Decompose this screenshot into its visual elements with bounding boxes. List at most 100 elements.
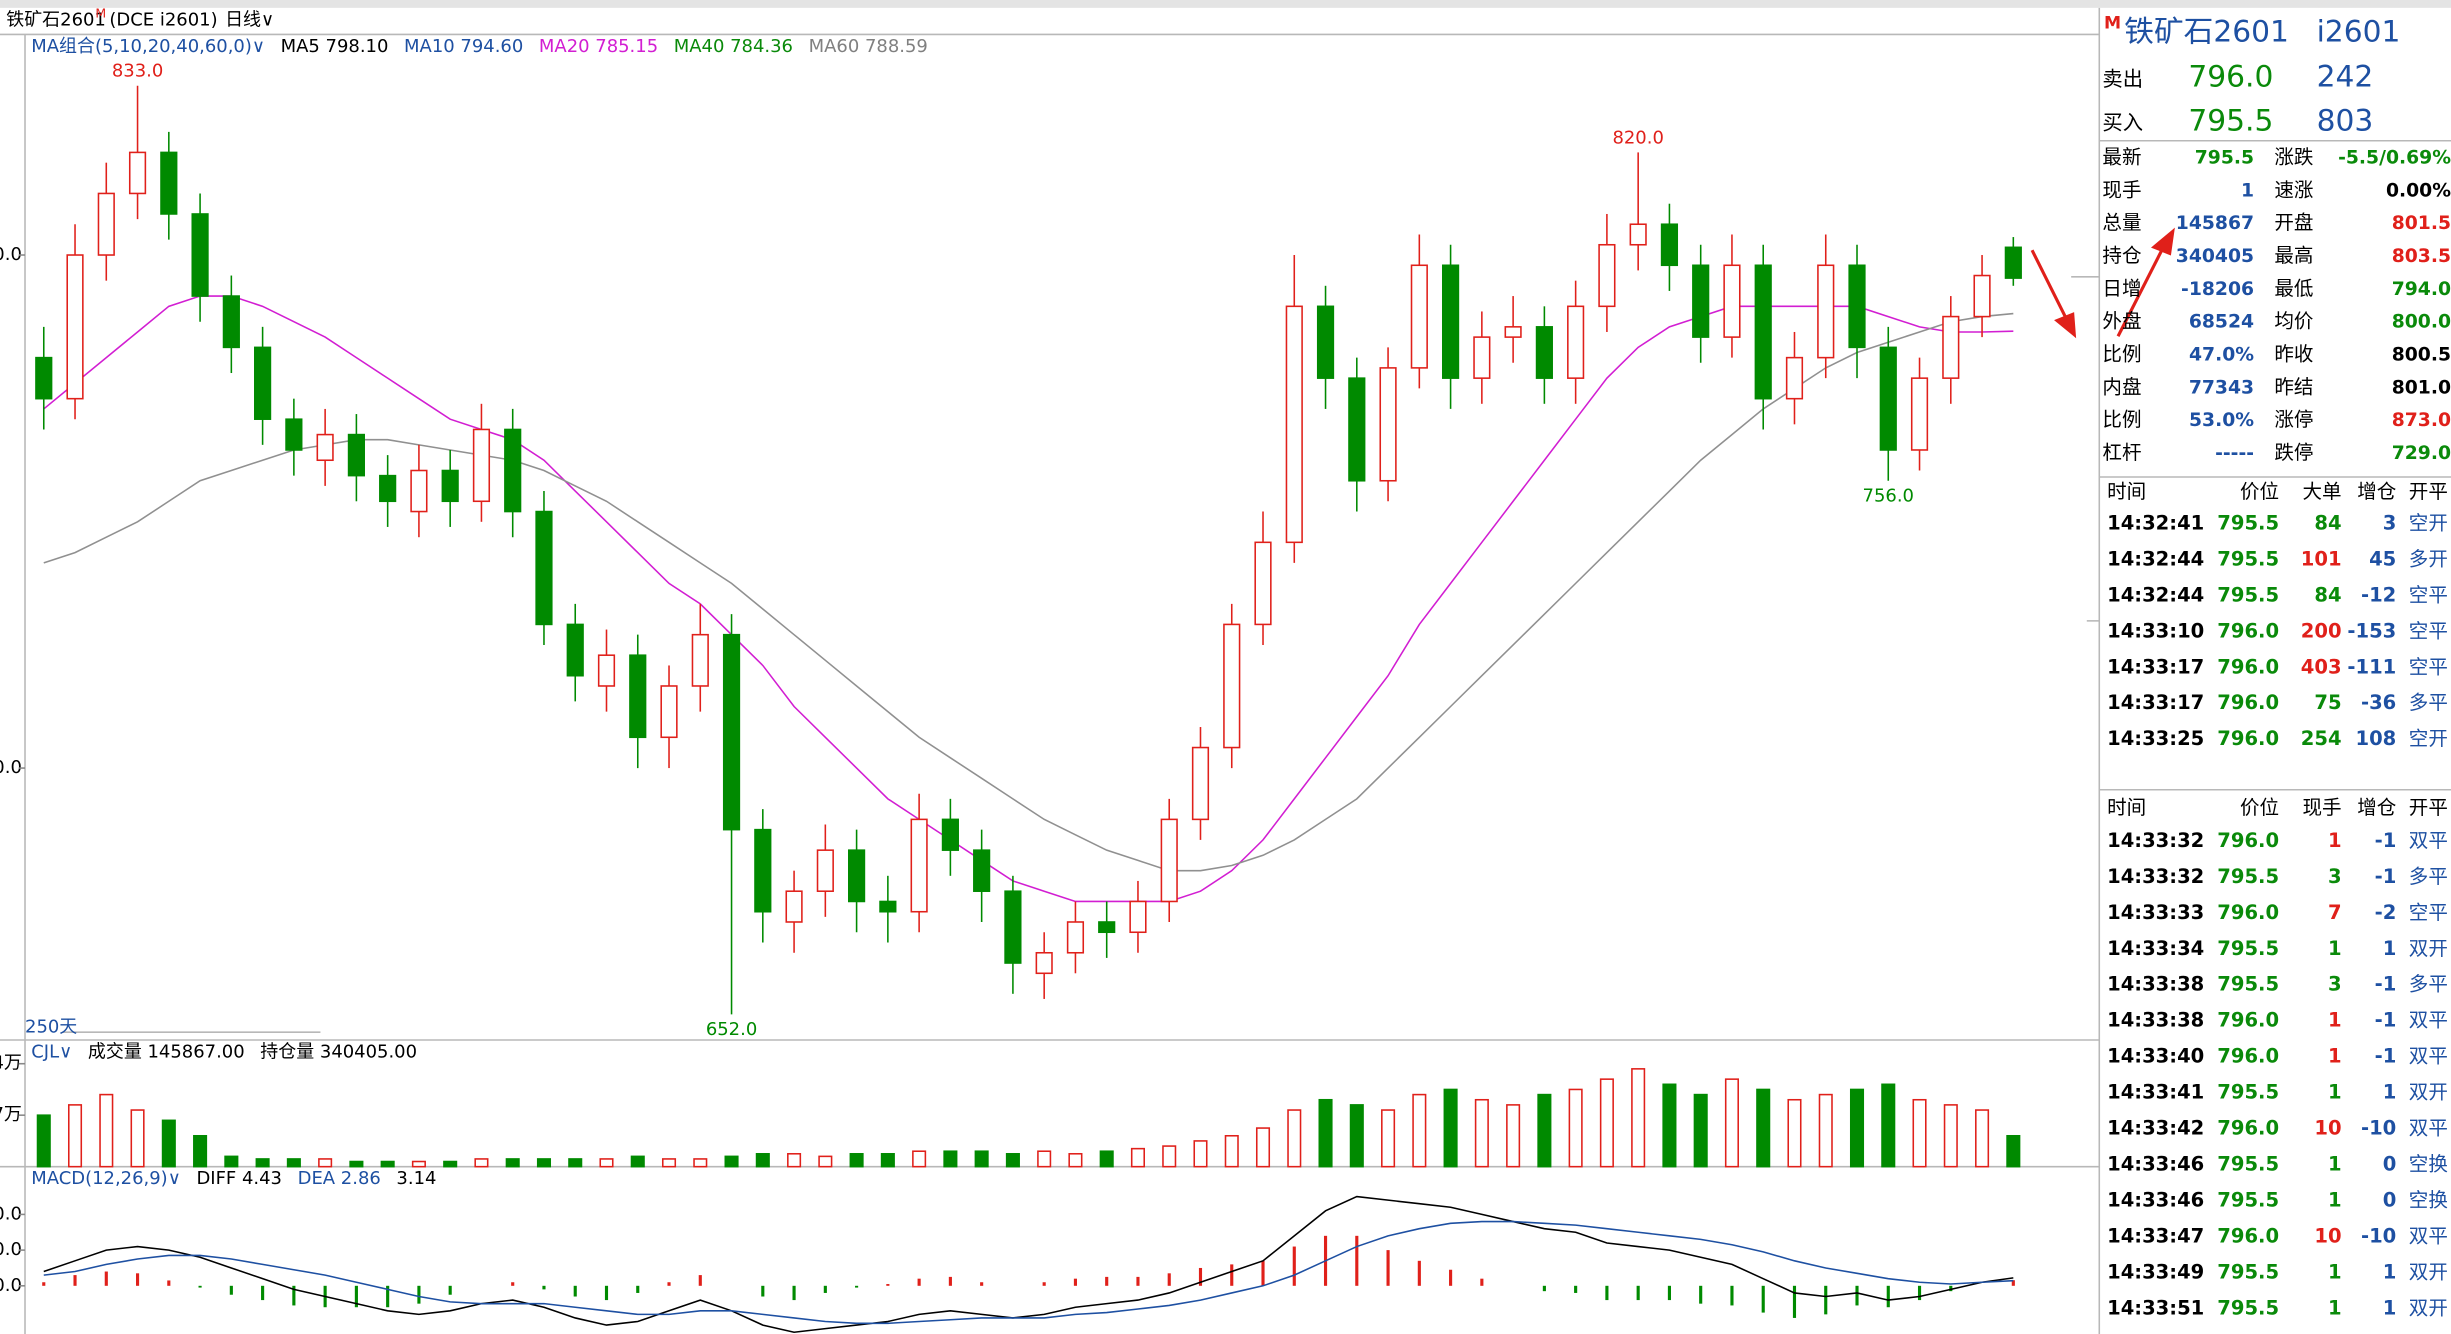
volume-bar: [755, 1153, 770, 1168]
table-cell: 7: [2328, 901, 2342, 924]
table-cell: 795.5: [2217, 1081, 2279, 1104]
table-header: 增仓: [2357, 796, 2396, 819]
table-cell: 14:33:47: [2107, 1225, 2204, 1248]
table-cell: 14:33:32: [2107, 829, 2204, 852]
table-cell: 75: [2314, 691, 2341, 714]
candle-body: [1379, 367, 1397, 482]
candle-body: [441, 469, 459, 503]
stat-value: 145867: [2176, 213, 2254, 234]
stat-label: 比例: [2102, 408, 2141, 431]
period[interactable]: 日线∨: [225, 9, 274, 30]
volume-bar: [36, 1114, 51, 1168]
table-cell: 795.5: [2217, 583, 2279, 606]
table-cell: 10: [2314, 1117, 2341, 1140]
volume-bar: [1474, 1098, 1489, 1168]
candle-body: [1598, 243, 1616, 308]
table-cell: 14:33:41: [2107, 1081, 2204, 1104]
candle-body: [1723, 264, 1741, 338]
table-cell: 84: [2314, 511, 2341, 534]
stat-value: -5.5/0.69%: [2338, 147, 2451, 168]
candle-body: [1160, 818, 1178, 903]
y-tick-label: 40.0: [0, 1203, 22, 1224]
table-cell: 1: [2328, 1009, 2342, 1032]
candle-body: [1567, 305, 1585, 379]
volume-bar: [1787, 1098, 1802, 1168]
volume-bar: [1443, 1088, 1458, 1168]
volume-bar: [943, 1150, 958, 1168]
table-cell: 多开: [2409, 547, 2448, 570]
volume-bar: [1849, 1088, 1865, 1168]
table-cell: 多平: [2409, 973, 2448, 996]
stat-label: 均价: [2274, 310, 2313, 333]
table-cell: 14:33:40: [2107, 1045, 2204, 1068]
table-cell: 10: [2314, 1225, 2341, 1248]
table-cell: -1: [2375, 1009, 2397, 1032]
candle-body: [910, 818, 928, 913]
candle-body: [597, 654, 616, 687]
table-cell: 796.0: [2217, 691, 2279, 714]
sell-label: 卖出: [2102, 67, 2143, 91]
stat-label: 涨停: [2274, 408, 2313, 431]
candle-body: [1754, 264, 1772, 400]
legend-item: DIFF 4.43: [196, 1168, 282, 1189]
candle-body: [410, 469, 428, 513]
table-cell: 3: [2328, 865, 2342, 888]
table-cell: 14:33:51: [2107, 1296, 2204, 1319]
volume-bar: [974, 1150, 989, 1168]
stat-value: 0.00%: [2386, 180, 2451, 201]
days: 250天: [25, 1016, 77, 1037]
table-cell: 空平: [2409, 901, 2448, 924]
candle-body: [191, 213, 209, 297]
table-cell: 795.5: [2217, 511, 2279, 534]
y-tick-label: 20.0: [0, 1239, 22, 1260]
table-cell: 403: [2301, 655, 2342, 678]
ma-line: [43, 295, 2014, 903]
table-cell: 1: [2328, 1045, 2342, 1068]
table-cell: 101: [2301, 547, 2342, 570]
table-cell: 双平: [2409, 1225, 2448, 1248]
table-cell: 双平: [2409, 829, 2448, 852]
stat-label: 最新: [2102, 145, 2141, 168]
table-cell: -111: [2347, 655, 2396, 678]
candle-body: [973, 849, 991, 892]
table-cell: -10: [2361, 1117, 2396, 1140]
sell-price: 796.0: [2188, 60, 2273, 95]
table-cell: 1: [2328, 1261, 2342, 1284]
candle-body: [1535, 326, 1553, 379]
table-cell: 795.5: [2217, 865, 2279, 888]
stat-value: 800.0: [2392, 312, 2451, 333]
stat-value: 800.5: [2392, 345, 2451, 366]
table-header: 开平: [2409, 796, 2448, 819]
volume-bar: [1818, 1093, 1833, 1168]
annotation-arrow: [2030, 227, 2175, 339]
table-cell: -1: [2375, 829, 2397, 852]
stat-value: 340405: [2176, 246, 2254, 267]
stat-value: 77343: [2189, 377, 2254, 398]
stat-value: 801.5: [2392, 213, 2451, 234]
table-cell: 14:33:17: [2107, 655, 2204, 678]
table-cell: -1: [2375, 865, 2397, 888]
candle-body: [1254, 541, 1272, 626]
stat-label: 最高: [2274, 244, 2313, 267]
volume-bar: [1881, 1083, 1896, 1168]
table-cell: 14:33:33: [2107, 901, 2204, 924]
candle-body: [660, 685, 678, 739]
volume-bar: [349, 1160, 364, 1168]
volume-bar: [255, 1158, 270, 1168]
candle-body: [316, 433, 334, 462]
extreme-label: 652.0: [706, 1019, 757, 1040]
exchange[interactable]: (DCE i2601): [109, 9, 217, 30]
stat-label: 速涨: [2274, 178, 2313, 201]
stat-value: 795.5: [2195, 147, 2254, 168]
table-cell: 14:32:44: [2107, 547, 2204, 570]
table-cell: -36: [2361, 691, 2396, 714]
legend-item: DEA 2.86: [298, 1168, 381, 1189]
legend-item: MA40 784.36: [674, 36, 793, 57]
table-cell: 多平: [2409, 865, 2448, 888]
stat-label: 最低: [2274, 277, 2313, 300]
volume-bar: [1193, 1140, 1208, 1168]
volume-bar: [1943, 1104, 1958, 1168]
stat-label: 杠杆: [2102, 441, 2141, 464]
table-cell: 双平: [2409, 1117, 2448, 1140]
table-cell: 14:33:38: [2107, 1009, 2204, 1032]
